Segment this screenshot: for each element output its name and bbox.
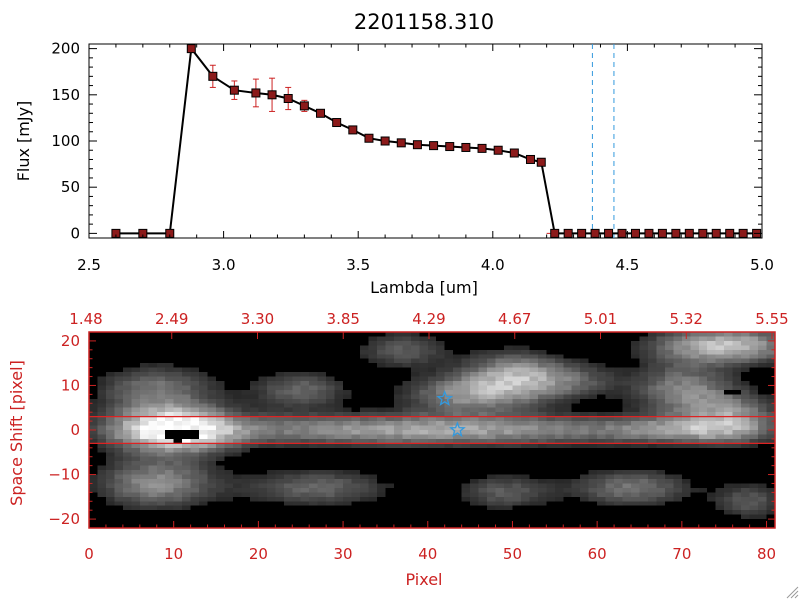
vertical-dashed-lines <box>591 44 615 238</box>
data-point-marker <box>208 71 218 81</box>
pixel-tick-label: 50 <box>503 545 522 563</box>
x-tick-label: 3.5 <box>346 256 370 274</box>
data-point-marker <box>550 228 560 238</box>
data-point-marker <box>251 88 261 98</box>
x-axis-ticks: 2.5 3.0 3.5 4.0 4.5 5.0 <box>77 44 774 274</box>
data-point-marker <box>429 141 439 151</box>
y-tick-label: 150 <box>51 86 80 104</box>
data-point-marker <box>283 94 293 104</box>
data-point-marker <box>684 228 694 238</box>
space-shift-axis-ticks: −20 −10 0 10 20 <box>48 331 775 528</box>
data-point-marker <box>412 140 422 150</box>
x-tick-label: 5.0 <box>750 256 774 274</box>
spectral-image-heatmap <box>89 332 775 528</box>
pixel-tick-label: 20 <box>249 545 268 563</box>
pixel-tick-label: 40 <box>418 545 437 563</box>
data-point-marker <box>536 157 546 167</box>
x-tick-label: 3.0 <box>212 256 236 274</box>
data-point-marker <box>563 228 573 238</box>
star-marker-icon <box>449 421 466 438</box>
x-axis-label: Lambda [um] <box>370 278 478 297</box>
pixel-tick-label: 60 <box>588 545 607 563</box>
chart-title: 2201158.310 <box>354 10 494 34</box>
pixel-tick-label: 0 <box>84 545 94 563</box>
data-point-marker <box>698 228 708 238</box>
data-point-marker <box>348 125 358 135</box>
data-point-marker <box>525 154 535 164</box>
wavelength-tick-label: 5.01 <box>584 310 617 328</box>
data-point-marker <box>509 148 519 158</box>
resize-grip-icon[interactable] <box>786 586 799 599</box>
data-point-marker <box>461 142 471 152</box>
wavelength-tick-label: 5.55 <box>755 310 788 328</box>
star-marker-icon <box>436 390 454 406</box>
space-shift-tick-label: 10 <box>61 376 80 394</box>
data-point-marker <box>396 138 406 148</box>
space-shift-tick-label: −10 <box>48 466 80 484</box>
data-point-marker <box>445 142 455 152</box>
x-tick-label: 2.5 <box>77 256 101 274</box>
y-tick-label: 200 <box>51 40 80 58</box>
data-point-marker <box>630 228 640 238</box>
data-point-marker <box>577 228 587 238</box>
data-point-marker <box>604 228 614 238</box>
star-markers <box>436 390 466 438</box>
space-shift-axis-label: Space Shift [pixel] <box>7 360 26 506</box>
data-point-marker <box>316 108 326 118</box>
pixel-tick-label: 30 <box>334 545 353 563</box>
data-point-marker <box>229 85 239 95</box>
data-point-marker <box>380 136 390 146</box>
data-point-marker <box>711 228 721 238</box>
data-point-marker <box>617 228 627 238</box>
y-tick-label: 100 <box>51 132 80 150</box>
spectral-image-panel: 0 10 20 30 40 50 60 70 80 −20 −10 0 10 20 1.48 2.49 3.… <box>7 310 789 589</box>
y-tick-label: 50 <box>61 178 80 196</box>
wavelength-tick-label: 3.85 <box>327 310 360 328</box>
space-shift-tick-label: 20 <box>61 332 80 350</box>
data-point-marker <box>725 228 735 238</box>
wavelength-top-axis-ticks: 1.48 2.49 3.30 3.85 4.29 4.67 5.01 5.32 5.55 <box>69 310 789 339</box>
data-point-marker <box>738 228 748 238</box>
wavelength-tick-label: 4.67 <box>498 310 531 328</box>
x-tick-label: 4.0 <box>481 256 505 274</box>
wavelength-tick-label: 3.30 <box>241 310 274 328</box>
space-shift-tick-label: −20 <box>48 510 80 528</box>
data-point-marker <box>657 228 667 238</box>
data-point-marker <box>332 118 342 128</box>
spectrum-plot-frame <box>88 43 763 239</box>
data-point-marker <box>364 133 374 143</box>
data-point-marker <box>267 90 277 100</box>
data-point-marker <box>590 228 600 238</box>
spectrum-panel: 2201158.310 2.5 3.0 3.5 4.0 4.5 5.0 0 50 100 150… <box>14 10 774 297</box>
flux-markers <box>111 44 762 238</box>
data-point-marker <box>186 44 196 54</box>
wavelength-tick-label: 2.49 <box>155 310 188 328</box>
pixel-tick-label: 70 <box>672 545 691 563</box>
pixel-axis-ticks: 0 10 20 30 40 50 60 70 80 <box>84 521 776 563</box>
wavelength-tick-label: 1.48 <box>69 310 102 328</box>
pixel-tick-label: 10 <box>164 545 183 563</box>
y-axis-ticks: 0 50 100 150 200 <box>51 40 762 242</box>
space-shift-tick-label: 0 <box>70 421 80 439</box>
x-tick-label: 4.5 <box>615 256 639 274</box>
extraction-band-lines <box>89 416 775 444</box>
wavelength-tick-label: 4.29 <box>412 310 445 328</box>
data-point-marker <box>644 228 654 238</box>
data-point-marker <box>477 143 487 153</box>
data-point-marker <box>299 101 309 111</box>
wavelength-tick-label: 5.32 <box>670 310 703 328</box>
pixel-axis-label: Pixel <box>405 570 442 589</box>
y-axis-label: Flux [mJy] <box>14 101 33 182</box>
data-point-marker <box>671 228 681 238</box>
data-point-marker <box>493 145 503 155</box>
y-tick-label: 0 <box>70 224 80 242</box>
pixel-tick-label: 80 <box>757 545 776 563</box>
